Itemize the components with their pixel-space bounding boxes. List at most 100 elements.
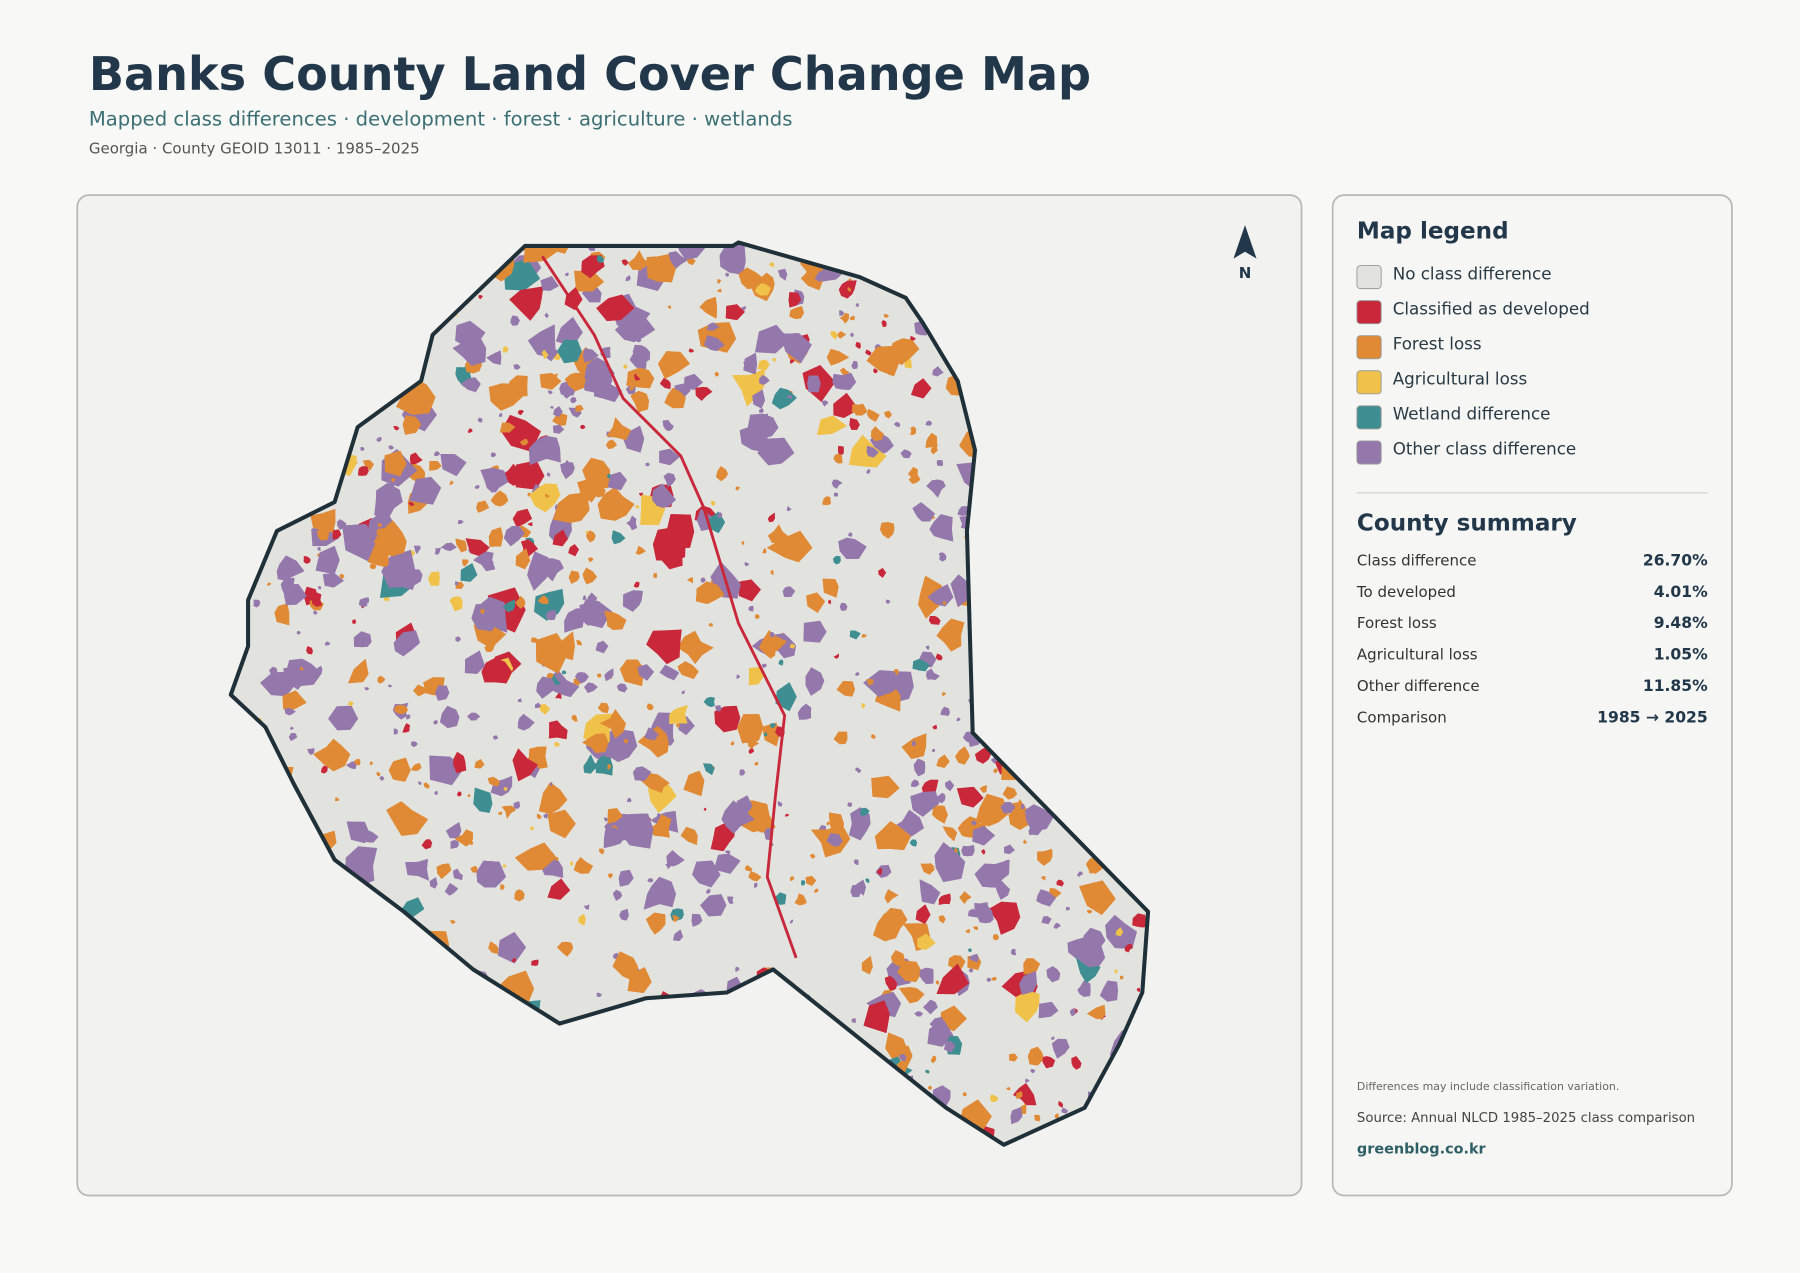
change-patch bbox=[961, 845, 975, 857]
change-patch bbox=[280, 577, 295, 596]
change-patch bbox=[550, 373, 558, 382]
change-patch bbox=[360, 829, 379, 843]
change-patch bbox=[547, 809, 576, 839]
change-patch bbox=[910, 426, 917, 435]
summary-value: 26.70% bbox=[1643, 551, 1708, 569]
change-patch bbox=[596, 992, 602, 998]
change-patch bbox=[735, 486, 740, 491]
change-patch bbox=[596, 254, 605, 263]
change-patch bbox=[488, 941, 499, 955]
change-patch bbox=[801, 880, 806, 886]
change-patch bbox=[634, 505, 640, 509]
change-patch bbox=[848, 532, 853, 538]
change-patch bbox=[703, 335, 725, 352]
change-patch bbox=[644, 727, 659, 741]
change-patch bbox=[626, 515, 638, 531]
change-patch bbox=[362, 459, 374, 471]
change-patch bbox=[957, 506, 969, 516]
change-patch bbox=[629, 386, 635, 391]
change-patch bbox=[429, 877, 438, 889]
change-patch bbox=[391, 477, 396, 483]
change-patch bbox=[374, 482, 403, 521]
change-patch bbox=[884, 975, 898, 992]
change-patch bbox=[666, 850, 685, 867]
change-patch bbox=[744, 561, 750, 566]
change-patch bbox=[938, 915, 946, 924]
change-patch bbox=[529, 826, 534, 831]
change-patch bbox=[478, 295, 483, 300]
change-patch bbox=[714, 705, 741, 733]
change-patch bbox=[912, 659, 930, 672]
change-patch bbox=[646, 703, 654, 711]
change-patch bbox=[617, 813, 654, 849]
change-patch bbox=[653, 573, 657, 578]
change-patch bbox=[1041, 1056, 1056, 1069]
change-patch bbox=[571, 714, 578, 722]
change-patch bbox=[623, 738, 628, 744]
change-patch bbox=[306, 646, 313, 655]
change-patch bbox=[959, 891, 972, 904]
change-patch bbox=[717, 288, 722, 293]
change-patch bbox=[813, 888, 819, 893]
change-patch bbox=[1019, 970, 1037, 995]
change-patch bbox=[692, 860, 721, 888]
change-patch bbox=[855, 767, 862, 773]
change-patch bbox=[303, 556, 311, 564]
change-patch bbox=[604, 668, 614, 682]
change-patch bbox=[549, 781, 553, 787]
change-patch bbox=[630, 390, 649, 413]
change-patch bbox=[490, 775, 513, 797]
footnote: Differences may include classification v… bbox=[1357, 1080, 1619, 1093]
change-patch bbox=[476, 500, 490, 513]
change-patch bbox=[607, 471, 627, 491]
change-patch bbox=[317, 528, 329, 541]
change-patch bbox=[971, 820, 977, 826]
change-patch bbox=[972, 902, 989, 918]
change-patch bbox=[603, 817, 608, 822]
change-patch bbox=[536, 813, 542, 820]
change-patch bbox=[856, 879, 866, 896]
legend-label: No class difference bbox=[1393, 263, 1552, 283]
change-patch bbox=[635, 545, 646, 555]
legend-label: Other class difference bbox=[1393, 439, 1577, 459]
change-patch bbox=[546, 672, 556, 680]
change-patch bbox=[586, 530, 596, 543]
change-patch bbox=[759, 408, 764, 413]
change-patch bbox=[600, 709, 626, 739]
change-patch bbox=[1027, 1046, 1044, 1066]
change-patch bbox=[433, 720, 438, 725]
change-patch bbox=[754, 283, 771, 296]
change-patch bbox=[1061, 1107, 1069, 1114]
change-patch bbox=[470, 866, 478, 873]
change-patch bbox=[828, 812, 844, 836]
change-patch bbox=[474, 484, 480, 489]
change-patch bbox=[870, 734, 876, 739]
change-patch bbox=[938, 893, 951, 905]
change-patch bbox=[737, 714, 764, 744]
change-patch bbox=[1066, 906, 1071, 911]
change-patch bbox=[692, 651, 698, 655]
change-patch bbox=[623, 590, 643, 612]
change-patch bbox=[1051, 1038, 1070, 1059]
change-patch bbox=[377, 675, 386, 684]
change-patch bbox=[388, 445, 395, 450]
change-patch bbox=[1023, 958, 1041, 975]
change-patch bbox=[596, 294, 635, 322]
change-patch bbox=[789, 876, 795, 882]
change-patch bbox=[582, 348, 599, 363]
change-patch bbox=[775, 682, 797, 712]
summary-value: 1.05% bbox=[1654, 646, 1708, 664]
change-patch bbox=[321, 765, 328, 774]
change-patch bbox=[770, 723, 776, 729]
change-patch bbox=[851, 360, 858, 370]
change-patch bbox=[762, 434, 768, 439]
change-patch bbox=[761, 663, 767, 668]
change-patch bbox=[912, 502, 935, 522]
change-patch bbox=[449, 480, 454, 485]
change-patch bbox=[898, 1053, 907, 1062]
change-patch bbox=[1119, 975, 1124, 980]
change-patch bbox=[429, 461, 442, 471]
change-patch bbox=[317, 665, 323, 675]
change-patch bbox=[1069, 1009, 1076, 1017]
